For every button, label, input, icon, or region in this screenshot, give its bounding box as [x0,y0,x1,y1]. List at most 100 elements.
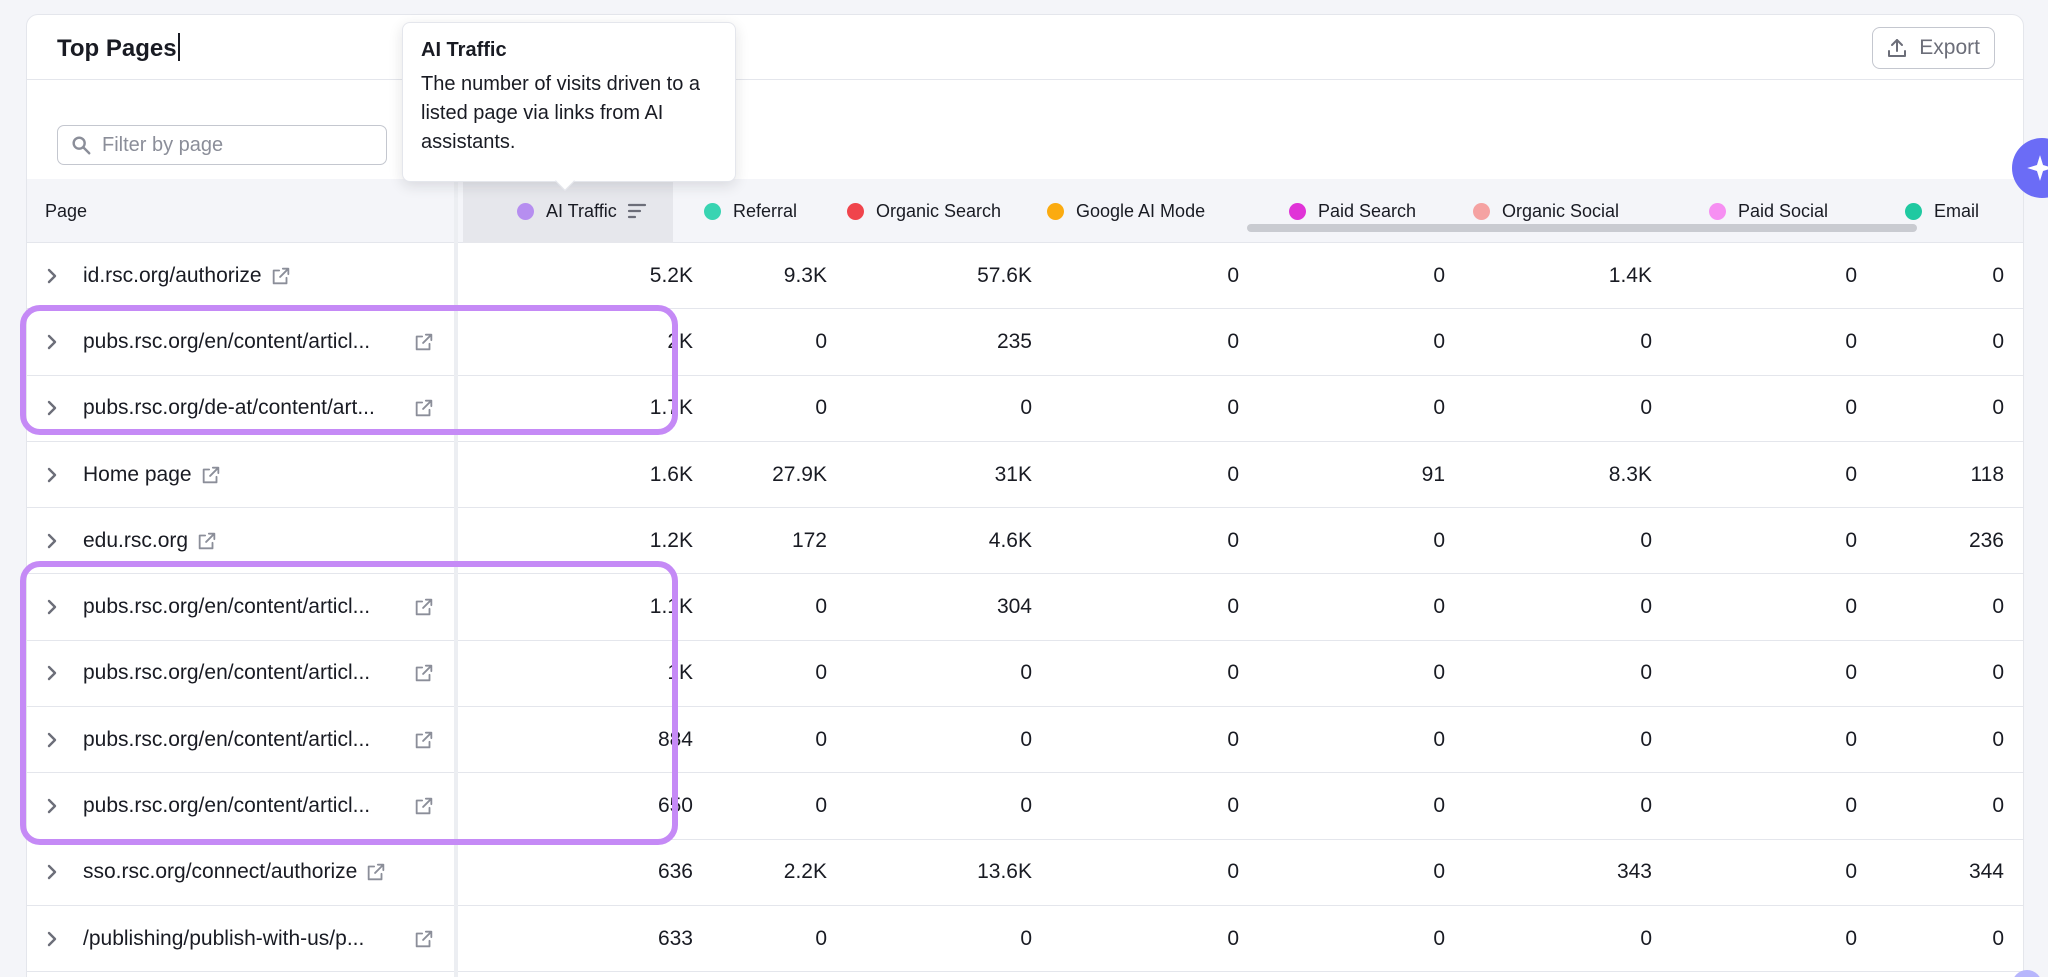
page-link[interactable]: sso.rsc.org/connect/authorize [83,860,387,884]
ai-traffic-value: 1.1K [649,595,693,619]
page-link[interactable]: pubs.rsc.org/en/content/articl... [83,794,370,818]
floating-badge [2012,970,2042,977]
ai-traffic-value: 633 [657,926,693,950]
email-value: 236 [1968,528,2004,552]
page-link[interactable]: pubs.rsc.org/en/content/articl... [83,661,370,685]
email-value: 118 [1970,462,2004,486]
referral-value: 27.9K [772,462,827,486]
page-url: pubs.rsc.org/en/content/articl... [83,727,371,751]
table-row[interactable]: edu.rsc.org 1.2K 172 4.6K 0 0 0 0 236 [27,508,2023,575]
page-link[interactable]: edu.rsc.org [83,529,218,553]
table-row[interactable]: /publishing/publish-with-us/p... 633 0 0 0 0 0… [27,906,2023,973]
table-row[interactable]: pubs.rsc.org/en/content/articl... 884 0 0 0 0… [27,707,2023,774]
chevron-right-icon[interactable] [43,333,61,351]
referral-legend-dot [704,202,721,220]
table-row[interactable]: pubs.rsc.org/en/content/articl... 650 0 0 0 0… [27,773,2023,840]
chevron-right-icon[interactable] [43,267,61,285]
page-link[interactable]: pubs.rsc.org/en/content/articl... [83,330,370,354]
external-link-icon[interactable] [270,265,292,287]
page-link[interactable]: pubs.rsc.org/en/content/articl... [83,595,370,619]
paid-search-value: 0 [1433,528,1445,552]
paid-social-value: 0 [1845,794,1857,818]
column-header-google-ai-mode[interactable]: Google AI Mode [1047,179,1205,243]
external-link-icon[interactable] [196,530,218,552]
external-link-icon[interactable] [413,397,435,419]
horizontal-scrollbar[interactable] [1247,224,1917,232]
ai-traffic-value: 1.2K [649,528,693,552]
column-header-referral[interactable]: Referral [704,179,797,243]
email-value: 344 [1968,860,2004,884]
referral-value: 0 [815,396,827,420]
column-header-page[interactable]: Page [45,179,87,243]
page-cell: pubs.rsc.org/en/content/articl... [27,574,455,639]
organic-search-value: 4.6K [988,528,1032,552]
google-ai-mode-legend-dot [1047,202,1064,220]
chevron-right-icon[interactable] [43,598,61,616]
paid-search-value: 0 [1433,926,1445,950]
external-link-icon[interactable] [413,729,435,751]
tooltip-title: AI Traffic [421,39,507,61]
filter-by-page-field[interactable] [57,125,387,165]
column-header-paid-social[interactable]: Paid Social [1709,179,1828,243]
page-link[interactable]: pubs.rsc.org/de-at/content/art... [83,396,375,420]
page-link[interactable]: Home page [83,463,222,487]
column-label: Referral [733,200,798,221]
external-link-icon[interactable] [365,861,387,883]
referral-value: 0 [815,926,827,950]
export-button[interactable]: Export [1872,27,1995,69]
table-row[interactable]: Home page 1.6K 27.9K 31K 0 91 8.3K 0 118 [27,442,2023,509]
page-link[interactable]: /publishing/publish-with-us/p... [83,927,364,951]
chevron-right-icon[interactable] [43,797,61,815]
paid-search-value: 0 [1433,661,1445,685]
chevron-right-icon[interactable] [43,466,61,484]
column-header-organic-search[interactable]: Organic Search [847,179,1001,243]
column-header-organic-social[interactable]: Organic Social [1473,179,1619,243]
referral-value: 9.3K [783,263,827,287]
column-label: Paid Social [1738,200,1829,221]
organic-social-value: 0 [1640,926,1652,950]
column-header-ai-traffic[interactable]: AI Traffic [463,179,673,243]
table-row[interactable]: pubs.rsc.org/en/content/articl... 1.1K 0 30… [27,574,2023,641]
email-value: 0 [1992,727,2004,751]
chevron-right-icon[interactable] [43,731,61,749]
chevron-right-icon[interactable] [43,532,61,550]
paid-social-value: 0 [1845,462,1857,486]
top-pages-card: Top Pages Export Page AI Traffic Referral… [26,14,2024,977]
page-link[interactable]: id.rsc.org/authorize [83,264,292,288]
email-value: 0 [1992,595,2004,619]
email-value: 0 [1992,396,2004,420]
chevron-right-icon[interactable] [43,863,61,881]
upload-icon [1888,39,1907,57]
external-link-icon[interactable] [413,662,435,684]
table-row[interactable]: pubs.rsc.org/en/content/articl... 2K 0 235 0… [27,309,2023,376]
external-link-icon[interactable] [413,596,435,618]
sticky-column-divider [454,179,458,977]
external-link-icon[interactable] [413,331,435,353]
chevron-right-icon[interactable] [43,930,61,948]
chevron-right-icon[interactable] [43,399,61,417]
chevron-right-icon[interactable] [43,664,61,682]
page-url: pubs.rsc.org/en/content/articl... [83,794,371,818]
column-header-paid-search[interactable]: Paid Search [1289,179,1416,243]
filter-by-page-input[interactable] [102,133,362,157]
column-header-email[interactable]: Email [1905,179,1979,243]
page-cell: pubs.rsc.org/de-at/content/art... [27,376,455,441]
external-link-icon[interactable] [413,795,435,817]
table-row[interactable]: pubs.rsc.org/de-at/content/art... 1.7K 0 0 0… [27,376,2023,442]
table-row[interactable]: sso.rsc.org/connect/authorize 636 2.2K 13.6… [27,840,2023,906]
external-link-icon[interactable] [200,464,222,486]
page-link[interactable]: pubs.rsc.org/en/content/articl... [83,728,370,752]
paid-search-value: 0 [1433,794,1445,818]
paid-search-value: 91 [1421,462,1445,486]
sort-descending-icon[interactable] [627,202,647,220]
column-label: Paid Search [1318,200,1417,221]
table-row[interactable]: id.rsc.org/authorize 5.2K 9.3K 57.6K 0 0 1.4K 0… [27,243,2023,310]
referral-value: 2.2K [783,860,827,884]
external-link-icon[interactable] [413,928,435,950]
referral-value: 0 [815,329,827,353]
page-url: pubs.rsc.org/en/content/articl... [83,329,371,353]
text-caret [177,33,180,61]
table-row[interactable]: pubs.rsc.org/en/content/articl... 1K 0 0 0 0 0… [27,641,2023,708]
ai-traffic-value: 1.7K [649,396,693,420]
column-label: Page [45,200,88,221]
